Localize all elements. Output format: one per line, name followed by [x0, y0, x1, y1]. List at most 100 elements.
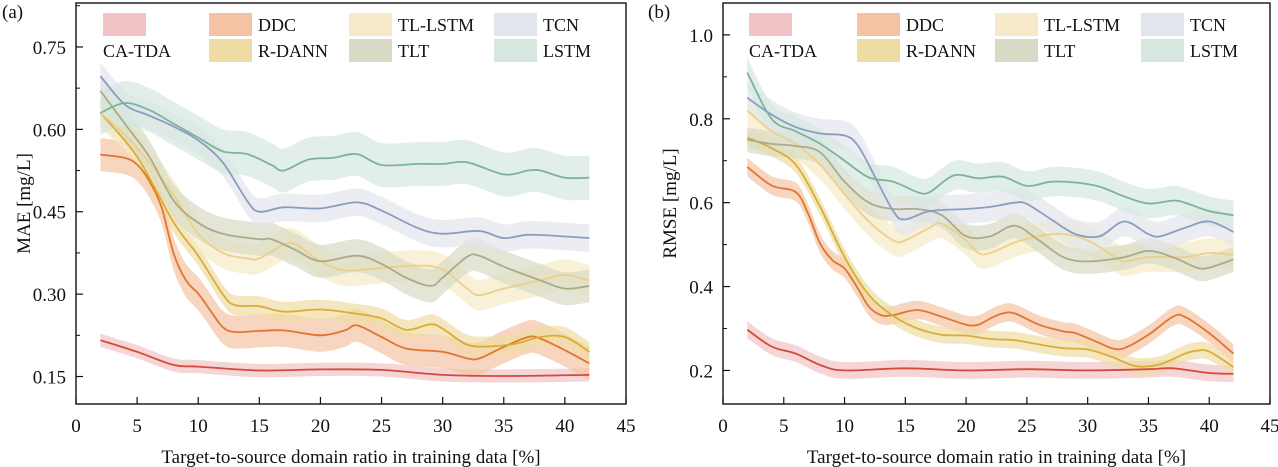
x-tick-label: 10: [189, 416, 208, 437]
panel-label: (b): [648, 2, 670, 23]
y-tick-label: 0.2: [689, 361, 713, 382]
y-tick-label: 0.60: [33, 120, 66, 141]
line-ddc: [100, 153, 590, 365]
legend-label: TCN: [543, 15, 579, 35]
line-lstm: [746, 72, 1234, 217]
legend-swatch: [857, 13, 900, 36]
y-tick-label: 0.15: [33, 368, 66, 389]
legend: CA-TDA DDC R-DANN TL-LSTM TLT TCN LSTM: [103, 13, 591, 62]
legend-label: CA-TDA: [103, 41, 171, 61]
legend-item-tlt: TLT: [349, 39, 429, 62]
x-tick-label: 25: [1017, 416, 1036, 437]
legend-item-tl-lstm: TL-LSTM: [995, 13, 1120, 36]
x-tick-label: 20: [311, 416, 330, 437]
legend-swatch: [995, 13, 1038, 36]
legend-item-tcn: TCN: [1141, 13, 1226, 36]
legend-swatch: [494, 39, 537, 62]
legend-item-tlt: TLT: [995, 39, 1075, 62]
legend-label: DDC: [906, 15, 944, 35]
x-tick-label: 35: [494, 416, 513, 437]
y-tick-label: 0.45: [33, 203, 66, 224]
x-tick-label: 30: [1078, 416, 1097, 437]
x-tick-label: 0: [718, 416, 728, 437]
x-tick-label: 45: [617, 416, 636, 437]
panel-label: (a): [2, 2, 23, 23]
y-tick-label: 0.4: [689, 278, 713, 299]
legend-item-tl-lstm: TL-LSTM: [349, 13, 474, 36]
x-tick-label: 5: [779, 416, 789, 437]
band-tlt: [100, 74, 590, 306]
x-tick-label: 40: [1200, 416, 1219, 437]
x-tick-label: 30: [433, 416, 452, 437]
legend-item-r-dann: R-DANN: [209, 39, 328, 62]
x-tick-label: 5: [132, 416, 142, 437]
legend-label: TLT: [1044, 41, 1075, 61]
legend-item-ddc: DDC: [857, 13, 944, 36]
legend-swatch: [103, 13, 146, 36]
y-tick-label: 0.75: [33, 38, 66, 59]
x-tick-label: 15: [250, 416, 269, 437]
legend-swatch: [857, 39, 900, 62]
legend-swatch: [1141, 13, 1184, 36]
y-tick-label: 0.6: [689, 194, 713, 215]
legend-swatch: [995, 39, 1038, 62]
line-tcn: [99, 75, 590, 240]
line-tl-lstm: [746, 109, 1234, 263]
axes-frame: [75, 2, 627, 405]
legend-label: DDC: [258, 15, 296, 35]
line-r-dann: [99, 112, 590, 353]
legend-swatch: [749, 13, 792, 36]
legend-swatch: [494, 13, 537, 36]
y-axis-label: RMSE [mg/L]: [660, 148, 681, 258]
legend-label: TCN: [1190, 15, 1226, 35]
legend-item-lstm: LSTM: [1141, 39, 1238, 62]
legend-label: TL-LSTM: [398, 15, 474, 35]
band-ddc: [747, 157, 1234, 363]
line-lstm: [100, 102, 590, 180]
legend-item-ca-tda: CA-TDA: [103, 13, 171, 61]
y-tick-label: 1.0: [689, 26, 713, 47]
x-tick-label: 0: [71, 416, 81, 437]
x-tick-label: 15: [896, 416, 915, 437]
band-tcn: [747, 83, 1234, 252]
legend-label: R-DANN: [258, 41, 328, 61]
band-r-dann: [747, 129, 1234, 376]
legend-item-r-dann: R-DANN: [857, 39, 976, 62]
legend-label: TLT: [398, 41, 429, 61]
legend-swatch: [1141, 39, 1184, 62]
y-axis-label: MAE [mg/L]: [14, 153, 35, 254]
panel-a-mae-chart: 0 5 10 15 20 25 30 35 40 45 0.15 0.30 0.45 0.60 0.75 Ta…: [2, 2, 636, 467]
legend-swatch: [209, 13, 252, 36]
line-r-dann: [746, 136, 1234, 368]
line-ca-tda: [746, 329, 1234, 375]
axes-frame: [722, 2, 1271, 405]
x-axis-label: Target-to-source domain ratio in trainin…: [807, 447, 1186, 467]
legend-label: CA-TDA: [749, 41, 817, 61]
y-tick-label: 0.30: [33, 285, 66, 306]
y-tick-label: 0.8: [689, 110, 713, 131]
band-ca-tda: [747, 321, 1234, 383]
band-tl-lstm: [747, 95, 1234, 277]
x-tick-label: 20: [957, 416, 976, 437]
x-axis-label: Target-to-source domain ratio in trainin…: [161, 447, 540, 467]
legend-item-ddc: DDC: [209, 13, 296, 36]
line-tlt: [99, 90, 590, 290]
line-ddc: [746, 166, 1235, 355]
line-ca-tda: [100, 339, 590, 377]
band-lstm: [100, 80, 590, 201]
legend-label: R-DANN: [906, 41, 976, 61]
band-r-dann: [100, 103, 590, 362]
legend-label: LSTM: [1190, 41, 1238, 61]
band-lstm: [747, 57, 1234, 230]
x-tick-label: 25: [372, 416, 391, 437]
x-tick-label: 10: [835, 416, 854, 437]
legend-swatch: [349, 39, 392, 62]
panel-b-rmse-chart: 0 5 10 15 20 25 30 35 40 45 0.2 0.4 0.6 0.8 1.0 Target-…: [648, 2, 1278, 467]
legend-item-ca-tda: CA-TDA: [749, 13, 817, 61]
legend-label: TL-LSTM: [1044, 15, 1120, 35]
band-tl-lstm: [100, 97, 590, 311]
legend-item-lstm: LSTM: [494, 39, 591, 62]
x-tick-label: 45: [1261, 416, 1278, 437]
legend-swatch: [349, 13, 392, 36]
